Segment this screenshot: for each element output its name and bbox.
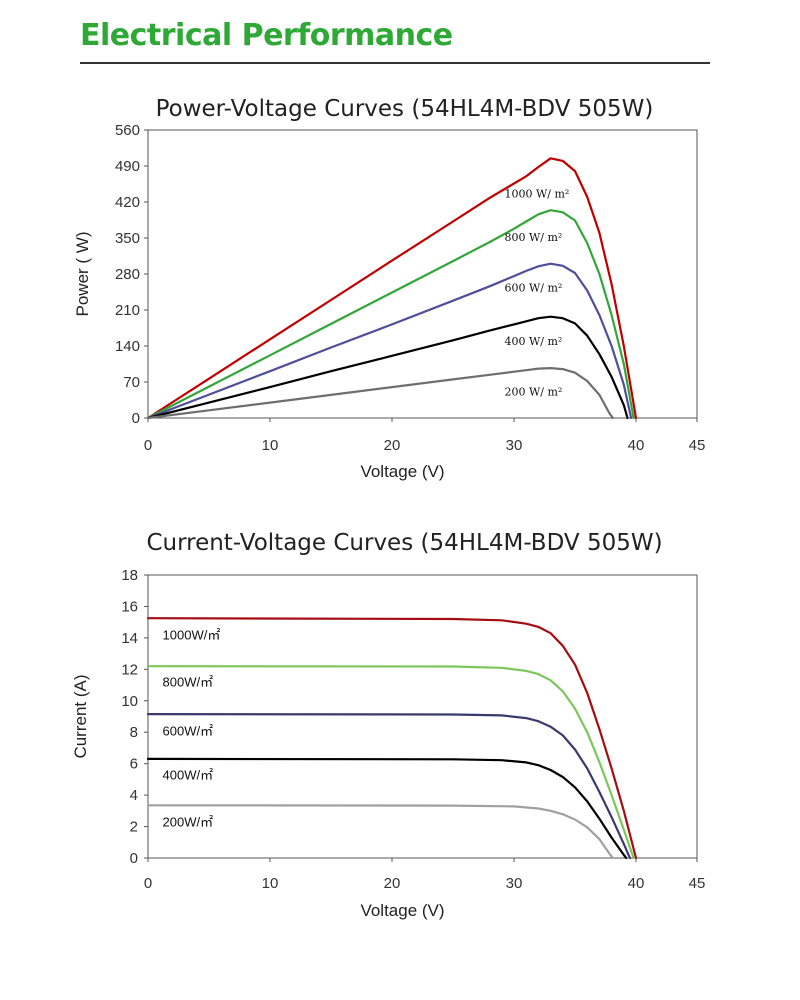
series-label: 800 W/ m² [505,231,563,244]
series-label: 800W/㎡ [163,675,214,690]
series-label: 200 W/ m² [505,385,563,398]
x-axis-label: Voltage (V) [360,462,444,481]
y-tick-label: 560 [115,122,140,139]
x-tick-label: 45 [689,875,706,892]
y-tick-label: 490 [115,158,140,175]
x-tick-label: 45 [689,437,706,454]
page-title: Electrical Performance [80,18,453,53]
series-line [146,713,631,860]
series-label: 200W/㎡ [163,815,214,830]
series-label: 1000 W/ m² [505,187,570,200]
y-tick-label: 350 [115,230,140,247]
y-tick-label: 18 [121,567,138,584]
x-tick-label: 40 [628,875,645,892]
y-tick-label: 12 [121,661,138,678]
y-tick-label: 14 [121,630,138,647]
y-tick-label: 4 [130,787,138,804]
power-voltage-chart: Power-Voltage Curves (54HL4M-BDV 505W) 0 7… [73,96,706,481]
y-tick-label: 0 [132,410,140,427]
x-tick-label: 10 [262,437,279,454]
series-line [146,262,633,420]
y-tick-label: 140 [115,338,140,355]
series-line [146,209,635,420]
series-label: 400 W/ m² [505,335,563,348]
title-divider [80,62,710,64]
y-tick-label: 70 [123,374,140,391]
current-voltage-chart: Current-Voltage Curves (54HL4M-BDV 505W)… [71,530,706,920]
series-line [146,315,629,420]
series-line [146,367,614,420]
x-axis-label: Voltage (V) [360,901,444,920]
x-tick-label: 10 [262,875,279,892]
x-tick-label: 0 [144,437,152,454]
x-tick-label: 30 [506,437,523,454]
series-line [146,665,635,860]
y-tick-label: 2 [130,819,138,836]
x-tick-label: 40 [628,437,645,454]
x-tick-label: 20 [384,875,401,892]
y-tick-label: 0 [130,850,138,867]
series-label: 400W/㎡ [163,767,214,782]
chart-title: Current-Voltage Curves (54HL4M-BDV 505W) [146,530,662,556]
y-axis-label: Power ( W) [73,232,92,317]
y-tick-label: 420 [115,194,140,211]
y-tick-label: 16 [121,598,138,615]
x-tick-label: 20 [384,437,401,454]
y-tick-label: 10 [121,693,138,710]
series-line [146,804,614,860]
series-label: 600W/㎡ [163,723,214,738]
y-tick-label: 280 [115,266,140,283]
y-tick-label: 8 [130,724,138,741]
plot-area [147,574,698,859]
series-label: 1000W/㎡ [163,627,221,642]
chart-title: Power-Voltage Curves (54HL4M-BDV 505W) [156,96,654,122]
x-tick-label: 0 [144,875,152,892]
series-label: 600 W/ m² [505,281,563,294]
y-tick-label: 6 [130,756,138,773]
x-tick-label: 30 [506,875,523,892]
series-line [146,757,628,860]
y-axis-label: Current (A) [71,674,90,758]
series-line [146,617,638,860]
y-tick-label: 210 [115,302,140,319]
series-line [146,157,638,420]
